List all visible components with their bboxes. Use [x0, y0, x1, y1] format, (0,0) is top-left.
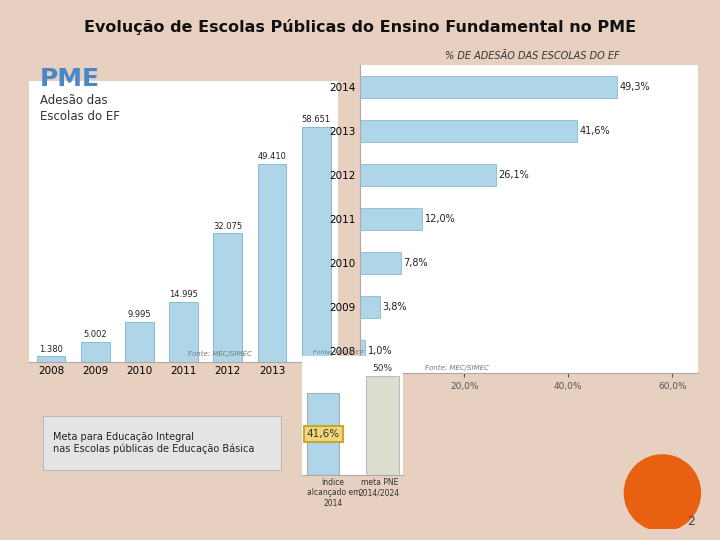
Text: 12,0%: 12,0% [425, 214, 456, 224]
Bar [169, 302, 198, 362]
Text: índice
alcançado em
2014: índice alcançado em 2014 [307, 478, 360, 508]
Bar [302, 126, 330, 362]
Text: 50%: 50% [372, 364, 392, 373]
Text: Fonte: MEC/SIMEC: Fonte: MEC/SIMEC [188, 352, 251, 357]
Text: Fonte: MEC/HEP: Fonte: MEC/HEP [313, 350, 364, 355]
Text: 41,6%: 41,6% [307, 429, 340, 439]
Bar [213, 233, 242, 362]
Text: 41,6%: 41,6% [579, 126, 610, 136]
Text: 1.380: 1.380 [39, 345, 63, 354]
FancyBboxPatch shape [43, 416, 281, 470]
Bar [360, 340, 365, 362]
Text: 2: 2 [687, 515, 695, 528]
Bar [360, 164, 496, 186]
Text: 9.995: 9.995 [127, 310, 151, 319]
Bar [81, 342, 109, 362]
Text: 49,3%: 49,3% [619, 82, 650, 92]
Text: PME: PME [40, 68, 99, 91]
Text: 14.995: 14.995 [169, 290, 198, 299]
Text: 32.075: 32.075 [213, 222, 243, 231]
Text: % DE ADESÃO DAS ESCOLAS DO EF: % DE ADESÃO DAS ESCOLAS DO EF [446, 51, 620, 62]
Bar [360, 120, 577, 141]
Text: Fonte: MEC/SIMEC: Fonte: MEC/SIMEC [426, 365, 489, 371]
Text: 1,0%: 1,0% [368, 346, 392, 356]
Text: Evolução de Escolas Públicas do Ensino Fundamental no PME: Evolução de Escolas Públicas do Ensino F… [84, 19, 636, 35]
Text: Meta para Educação Integral
nas Escolas públicas de Educação Básica: Meta para Educação Integral nas Escolas … [53, 431, 254, 454]
Circle shape [624, 455, 701, 531]
Text: 58.651: 58.651 [302, 115, 331, 124]
Bar [360, 76, 616, 98]
Bar [125, 322, 154, 362]
Bar [366, 376, 399, 475]
Bar [360, 295, 379, 318]
Bar [307, 393, 340, 475]
Bar [258, 164, 287, 362]
Text: 49.410: 49.410 [258, 152, 287, 161]
Bar [37, 356, 66, 362]
Bar [360, 208, 423, 230]
Text: Adesão das
Escolas do EF: Adesão das Escolas do EF [40, 94, 120, 123]
Text: 7,8%: 7,8% [403, 258, 428, 268]
Text: 5.002: 5.002 [84, 330, 107, 339]
Bar [360, 252, 400, 274]
Text: meta PNE
2014/2024: meta PNE 2014/2024 [359, 478, 400, 497]
Text: 3,8%: 3,8% [382, 302, 407, 312]
Text: 26,1%: 26,1% [498, 170, 529, 180]
